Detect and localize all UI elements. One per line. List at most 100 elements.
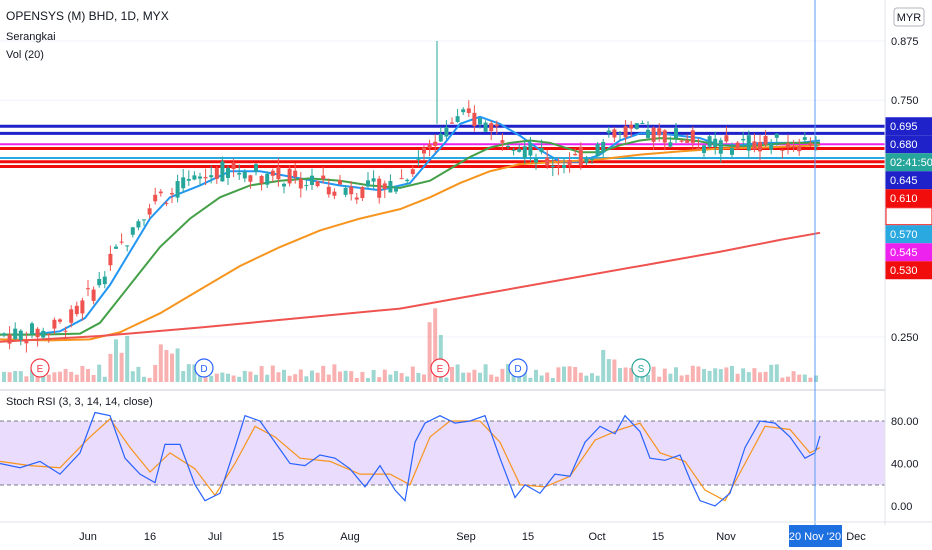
volume-bar	[573, 366, 578, 382]
volume-bars	[2, 308, 818, 382]
event-marker-letter: E	[37, 364, 44, 375]
candle-body	[730, 148, 734, 155]
volume-bar	[147, 377, 152, 382]
candle-body	[254, 164, 258, 172]
candle-body	[91, 289, 96, 301]
candle-body	[629, 124, 634, 129]
candle-body	[366, 180, 370, 187]
stoch-axis[interactable]: 80.00 40.00 0.00	[891, 416, 919, 513]
price-tag	[885, 171, 932, 190]
candle-body	[489, 123, 494, 132]
indicator-volume-label[interactable]: Vol (20)	[6, 49, 44, 61]
volume-bar	[293, 374, 298, 382]
volume-bar	[735, 373, 740, 382]
volume-bar	[730, 365, 734, 382]
candle-body	[214, 168, 219, 179]
candle-body	[702, 145, 706, 153]
candle-body	[181, 177, 186, 189]
volume-bar	[276, 372, 281, 382]
volume-bar	[203, 377, 208, 382]
indicator-serangkai-label[interactable]: Serangkai	[6, 31, 56, 43]
volume-bar	[237, 376, 242, 382]
price-tags: 0.695 0.680 02:41:50 0.645 0.610 0.600 0.570 0.…	[885, 117, 932, 280]
volume-bar	[310, 370, 314, 382]
stoch-rsi-label[interactable]: Stoch RSI (3, 3, 14, 14, close)	[6, 396, 153, 408]
candle-body	[774, 133, 779, 138]
volume-bar	[270, 365, 275, 382]
time-tick-label: Jul	[208, 531, 222, 543]
event-marker[interactable]: S	[631, 358, 651, 378]
price-tag-label: 0.545	[890, 247, 918, 259]
volume-bar	[741, 368, 746, 382]
candle-body	[405, 179, 410, 182]
candle-body	[646, 129, 650, 139]
candle-body	[287, 168, 292, 184]
candle-body	[422, 147, 426, 154]
candle-body	[293, 170, 298, 178]
candle-body	[326, 186, 331, 195]
candle-body	[220, 161, 225, 182]
candle-body	[741, 138, 746, 141]
candle-body	[209, 175, 214, 178]
candle-body	[534, 158, 538, 163]
candle-body	[203, 177, 208, 179]
stoch-tick-label: 80.00	[891, 416, 919, 428]
volume-bar	[769, 364, 774, 382]
candle-body	[7, 334, 12, 344]
candle-body	[237, 173, 242, 175]
volume-bar	[119, 352, 124, 382]
volume-bar	[114, 339, 118, 382]
candle-body	[394, 187, 398, 192]
candle-body	[332, 191, 337, 196]
candle-body	[562, 165, 566, 168]
candle-body	[46, 334, 51, 336]
candle-body	[573, 153, 578, 156]
candle-body	[640, 123, 645, 125]
candle-body	[780, 149, 785, 151]
volume-bar	[410, 366, 415, 382]
candle-body	[102, 276, 107, 285]
candle-body	[550, 165, 555, 168]
volume-bar	[780, 377, 785, 382]
volume-bar	[298, 369, 303, 382]
candle-body	[18, 330, 23, 340]
candle-body	[338, 180, 342, 185]
time-axis[interactable]: Jun 16 Jul 15 Aug Sep 15 Oct 15 Nov Dec	[79, 531, 866, 543]
volume-bar	[282, 369, 286, 382]
candle-body	[41, 330, 46, 338]
currency-button[interactable]	[893, 7, 925, 27]
candle-body	[410, 169, 415, 175]
price-axis[interactable]: 0.875 0.750 0.250	[891, 36, 919, 344]
event-marker-circle	[194, 358, 214, 378]
stoch-rsi-pane[interactable]	[0, 411, 885, 507]
candle-body	[517, 148, 522, 152]
event-marker[interactable]: D	[508, 358, 528, 378]
event-marker[interactable]: D	[194, 358, 214, 378]
candle-body	[438, 133, 443, 142]
volume-bar	[142, 376, 146, 382]
candle-body	[657, 128, 662, 136]
candle-body	[472, 112, 477, 127]
candle-body	[674, 128, 678, 139]
candle-body	[713, 138, 718, 148]
volume-bar	[175, 348, 180, 382]
volume-bar	[478, 372, 482, 382]
event-marker[interactable]: E	[30, 358, 50, 378]
candle-body	[618, 132, 622, 134]
candle-body	[427, 144, 432, 149]
candle-body	[623, 126, 628, 138]
volume-bar	[483, 364, 488, 382]
candle-body	[310, 175, 314, 185]
price-tag	[885, 135, 932, 154]
candle-body	[114, 246, 118, 249]
volume-bar	[30, 370, 34, 382]
candle-body	[170, 193, 174, 195]
volume-bar	[808, 377, 813, 382]
candle-body	[175, 181, 180, 198]
moving-average-line	[0, 231, 821, 343]
volume-bar	[702, 369, 706, 382]
event-marker[interactable]: E	[430, 358, 450, 378]
